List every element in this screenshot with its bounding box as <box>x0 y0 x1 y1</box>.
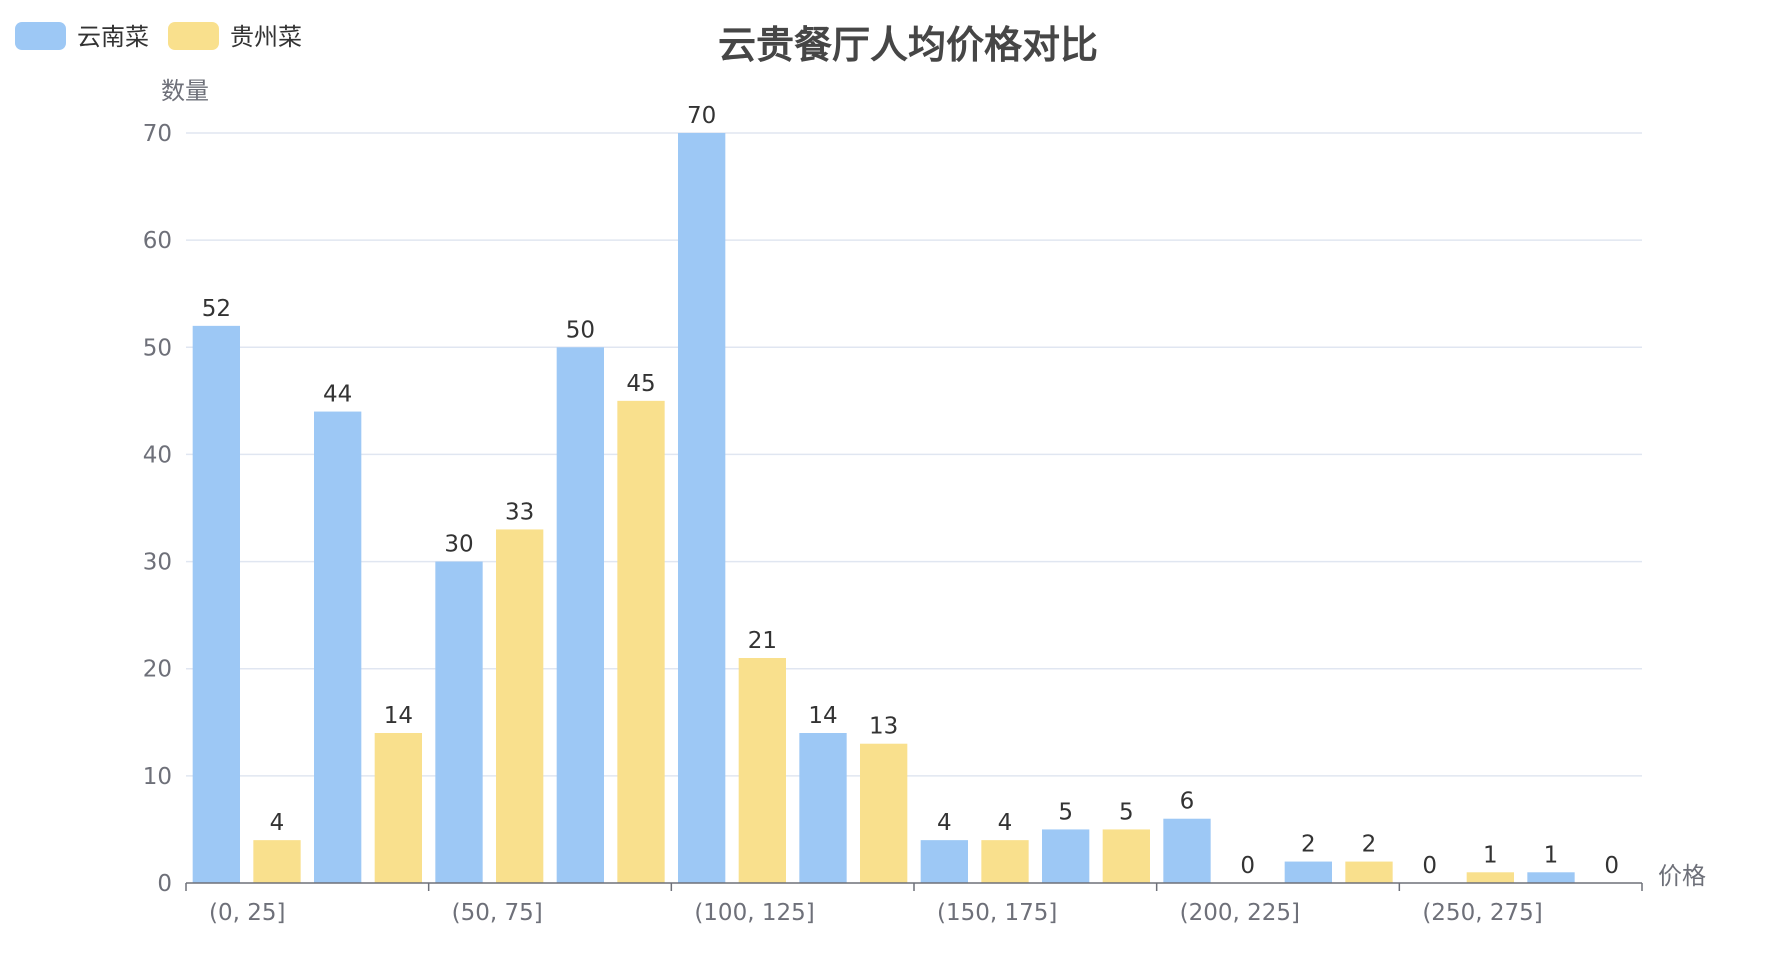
data-label-s1-c6: 4 <box>998 810 1013 836</box>
y-tick-label-10: 10 <box>143 764 172 790</box>
x-axis-name: 价格 <box>1658 862 1706 890</box>
data-label-s0-c6: 4 <box>937 810 952 836</box>
x-tick-label-1: (50, 75] <box>452 900 543 926</box>
legend-label-guizhou: 贵州菜 <box>230 23 302 51</box>
data-label-s0-c5: 14 <box>808 703 837 729</box>
x-tick-label-4: (200, 225] <box>1180 900 1300 926</box>
y-tick-label-20: 20 <box>143 657 172 683</box>
y-tick-label-70: 70 <box>143 121 172 147</box>
bar-s0-c4 <box>678 133 726 883</box>
bar-s1-c4 <box>738 658 786 883</box>
bar-s1-c7 <box>1102 829 1150 883</box>
data-label-s1-c7: 5 <box>1119 799 1134 825</box>
bar-s1-c9 <box>1345 861 1393 883</box>
x-tick-label-5: (250, 275] <box>1422 900 1542 926</box>
chart-title: 云贵餐厅人均价格对比 <box>718 23 1098 67</box>
y-axis-name: 数量 <box>161 77 209 105</box>
legend-item-guizhou[interactable]: 贵州菜 <box>168 22 302 51</box>
bar-s0-c0 <box>192 325 240 883</box>
data-label-s0-c2: 30 <box>444 532 473 558</box>
legend: 云南菜 贵州菜 <box>15 22 302 51</box>
x-tick-label-0: (0, 25] <box>209 900 285 926</box>
bar-s0-c9 <box>1284 861 1332 883</box>
bar-s1-c1 <box>374 733 422 883</box>
data-label-s0-c7: 5 <box>1058 799 1073 825</box>
bar-s0-c2 <box>435 561 483 883</box>
data-label-s0-c10: 0 <box>1422 853 1437 879</box>
data-label-s1-c11: 0 <box>1604 853 1619 879</box>
bar-s1-c3 <box>617 400 665 883</box>
bar-s1-c5 <box>860 743 908 883</box>
grid-lines <box>186 132 1642 777</box>
legend-label-yunnan: 云南菜 <box>77 23 149 51</box>
data-label-s0-c4: 70 <box>687 103 716 129</box>
bars <box>192 133 1575 883</box>
bar-s0-c3 <box>556 347 604 883</box>
data-label-s1-c0: 4 <box>270 810 285 836</box>
y-tick-label-0: 0 <box>157 871 172 897</box>
y-tick-label-50: 50 <box>143 335 172 361</box>
bar-s0-c7 <box>1042 829 1090 883</box>
data-label-s0-c11: 1 <box>1544 842 1559 868</box>
data-label-s1-c8: 0 <box>1240 853 1255 879</box>
data-label-s1-c2: 33 <box>505 499 534 525</box>
x-tick-label-2: (100, 125] <box>694 900 814 926</box>
legend-swatch-guizhou <box>168 22 219 50</box>
bar-s1-c0 <box>253 840 301 883</box>
bar-s1-c2 <box>496 529 544 883</box>
bar-s0-c5 <box>799 733 847 883</box>
data-label-s1-c1: 14 <box>384 703 413 729</box>
y-tick-label-60: 60 <box>143 228 172 254</box>
bar-s0-c6 <box>920 840 968 883</box>
bar-s0-c1 <box>314 411 362 883</box>
data-label-s0-c3: 50 <box>566 317 595 343</box>
data-label-s0-c9: 2 <box>1301 832 1316 858</box>
data-label-s1-c5: 13 <box>869 714 898 740</box>
data-label-s0-c8: 6 <box>1180 789 1195 815</box>
data-label-s1-c3: 45 <box>626 371 655 397</box>
data-label-s0-c0: 52 <box>202 296 231 322</box>
data-label-s1-c10: 1 <box>1483 842 1498 868</box>
bar-s1-c10 <box>1466 872 1514 883</box>
legend-item-yunnan[interactable]: 云南菜 <box>15 22 149 51</box>
bar-s0-c8 <box>1163 818 1211 883</box>
data-label-s1-c4: 21 <box>748 628 777 654</box>
legend-swatch-yunnan <box>15 22 66 50</box>
x-tick-label-3: (150, 175] <box>937 900 1057 926</box>
data-label-s1-c9: 2 <box>1362 832 1377 858</box>
data-label-s0-c1: 44 <box>323 382 352 408</box>
y-tick-label-40: 40 <box>143 442 172 468</box>
y-tick-label-30: 30 <box>143 550 172 576</box>
bar-s0-c11 <box>1527 872 1575 883</box>
bar-s1-c6 <box>981 840 1029 883</box>
